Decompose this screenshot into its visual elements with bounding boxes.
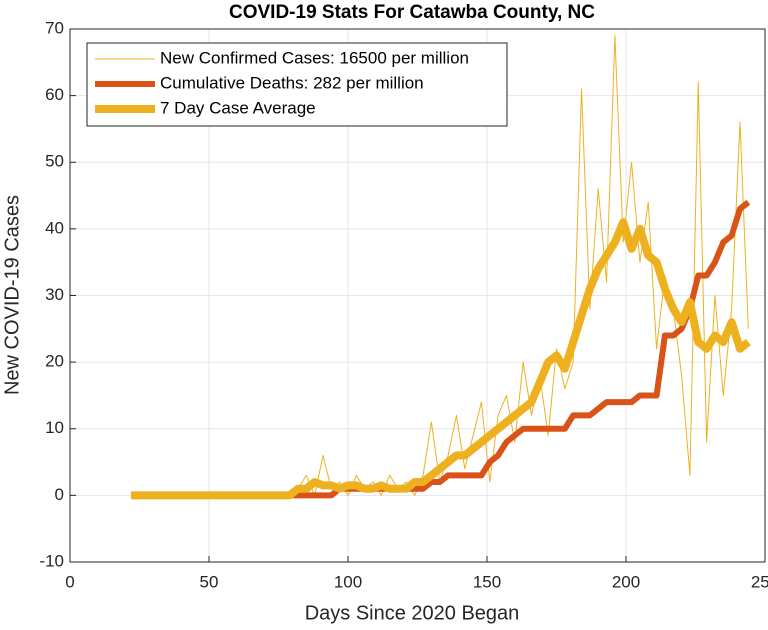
x-tick-label: 50	[200, 572, 219, 591]
y-axis-label: New COVID-19 Cases	[1, 195, 23, 395]
x-tick-label: 0	[65, 572, 74, 591]
legend-box	[86, 42, 508, 127]
x-tick-label: 150	[473, 572, 501, 591]
y-tick-label: 60	[45, 85, 64, 104]
series-line	[131, 218, 751, 500]
x-axis-label: Days Since 2020 Began	[305, 602, 520, 624]
legend-label: Cumulative Deaths: 282 per million	[160, 73, 424, 92]
y-tick-label: 70	[45, 18, 64, 37]
y-tick-label: -10	[39, 551, 64, 570]
chart-title: COVID-19 Stats For Catawba County, NC	[229, 2, 595, 23]
y-tick-label: 10	[45, 418, 64, 437]
axes-box	[69, 28, 766, 563]
x-tick-label: 200	[612, 572, 640, 591]
y-tick-label: 30	[45, 285, 64, 304]
y-tick-label: 40	[45, 218, 64, 237]
y-tick-label: 50	[45, 152, 64, 171]
y-tick-label: 0	[55, 485, 64, 504]
legend-label: New Confirmed Cases: 16500 per million	[160, 48, 469, 67]
legend-label: 7 Day Case Average	[160, 98, 316, 117]
y-tick-label: 20	[45, 352, 64, 371]
x-tick-label: 250	[751, 572, 768, 591]
x-tick-label: 100	[334, 572, 362, 591]
